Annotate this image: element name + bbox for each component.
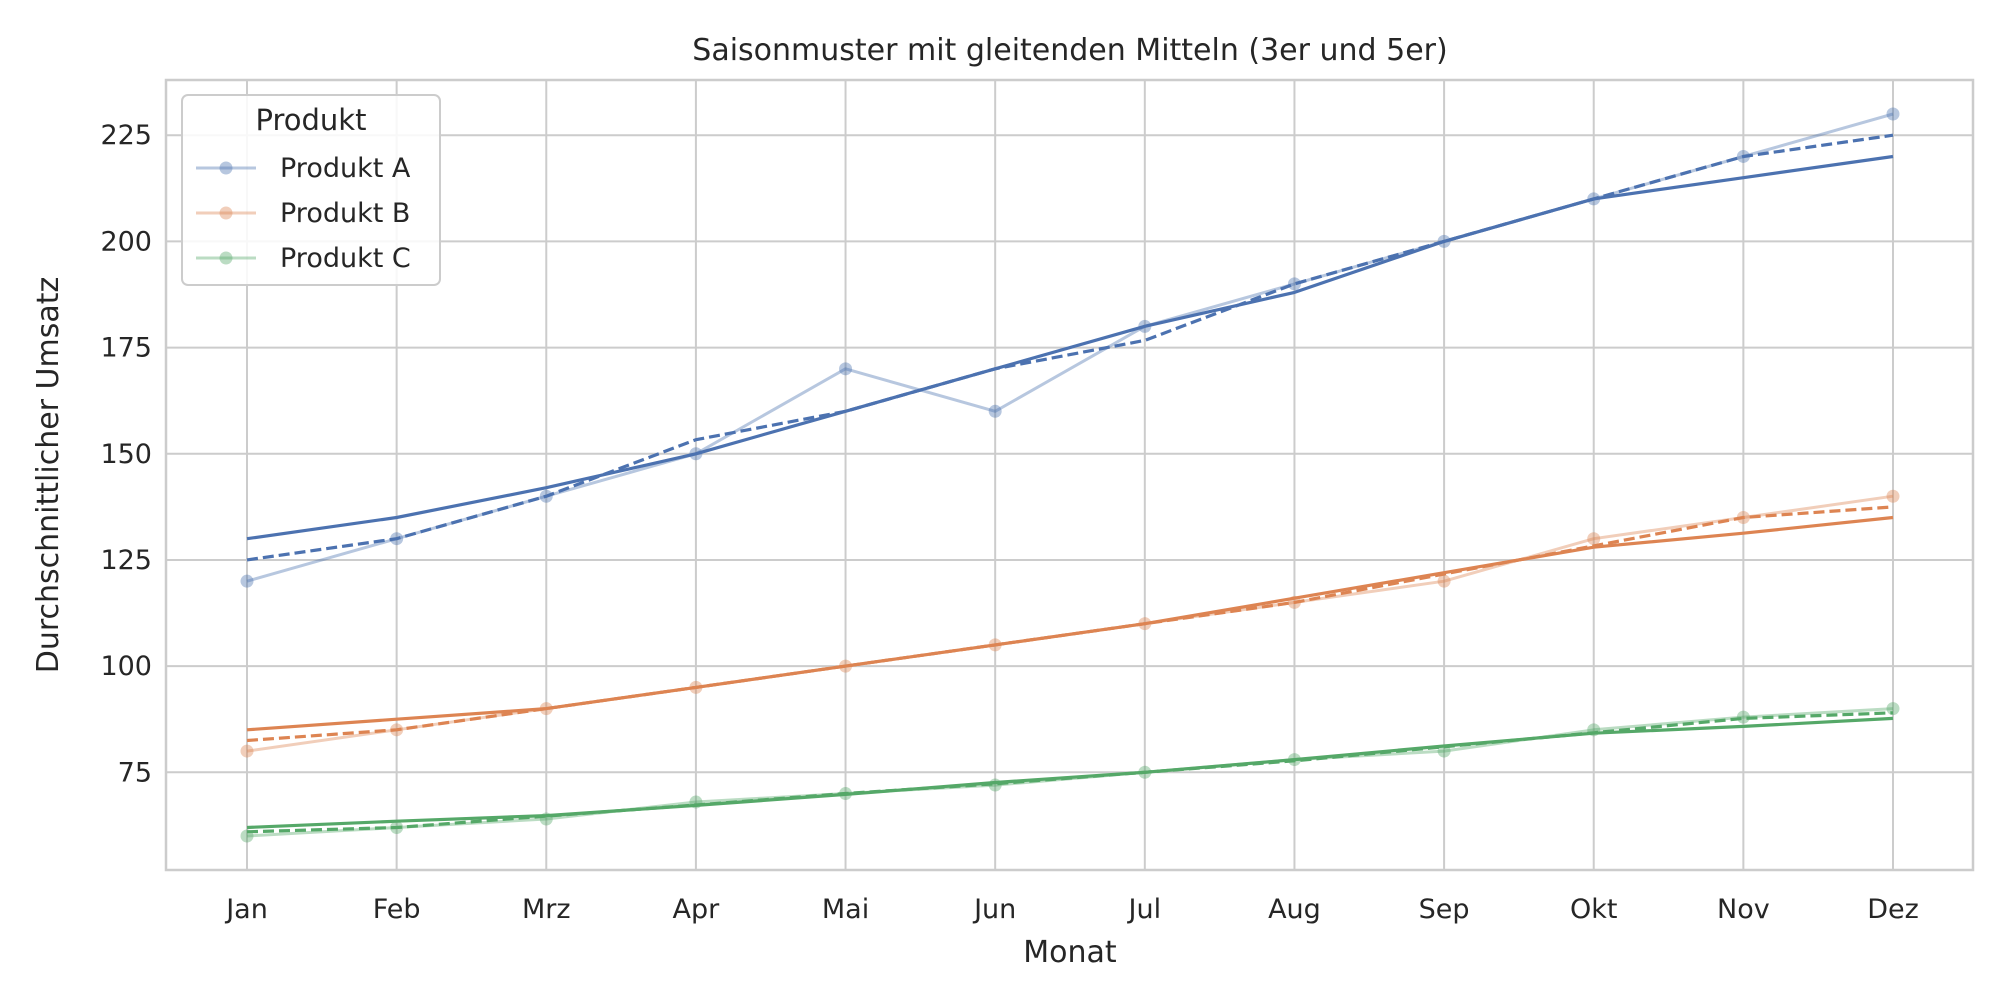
y-axis-label: Durchschnittlicher Umsatz [31,277,66,674]
legend-swatch-marker [219,206,233,220]
y-tick-label: 150 [100,439,152,470]
x-tick-label: Dez [1867,894,1919,925]
ma3-line-produkt-a [246,133,1894,562]
ma3-line-produkt-b [246,505,1894,743]
x-tick-label: Nov [1717,894,1770,925]
x-tick-label: Mrz [522,894,571,925]
ma5-line-produkt-c [246,716,1894,830]
legend-box [181,94,441,286]
y-tick-label: 175 [100,333,152,364]
y-tick-label: 200 [100,226,152,257]
y-tick-label: 125 [100,545,152,576]
plot-area [240,107,1900,843]
x-tick-label: Sep [1419,894,1470,925]
ma5-line-produkt-b [246,515,1894,732]
plot-frame [164,78,1975,872]
data-point-produkt-b [1437,574,1451,588]
x-tick-label: Aug [1268,894,1321,925]
data-point-produkt-a [988,404,1002,418]
data-point-produkt-c [1736,710,1750,724]
legend-label: Produkt B [280,198,410,229]
x-tick-label: Jun [972,894,1016,925]
legend: Produkt Produkt A Produkt B Produkt C [181,94,441,286]
ma5-line-produkt-a [246,154,1894,541]
legend-label: Produkt A [280,153,411,184]
data-point-produkt-b [240,744,254,758]
x-tick-label: Mai [822,894,869,925]
data-point-produkt-c [1886,702,1900,716]
x-axis-label: Monat [1023,935,1117,970]
legend-title: Produkt [256,103,367,137]
legend-swatch-marker [219,251,233,265]
chart-title: Saisonmuster mit gleitenden Mitteln (3er… [692,33,1447,68]
tick-labels: Jan Feb Mrz Apr Mai Jun Jul Aug Sep Okt Nov Dez 75 10… [100,120,1918,925]
x-tick-label: Jul [1127,894,1162,925]
x-tick-label: Jan [224,894,268,925]
x-tick-label: Okt [1570,894,1617,925]
y-tick-label: 225 [100,120,152,151]
y-tick-label: 100 [100,651,152,682]
data-point-produkt-b [1587,532,1601,546]
legend-label: Produkt C [280,243,411,274]
data-point-produkt-b [1886,489,1900,503]
x-tick-label: Feb [373,894,421,925]
x-tick-label: Apr [673,894,721,925]
data-point-produkt-a [1287,277,1301,291]
legend-swatch-marker [219,161,233,175]
y-tick-label: 75 [118,757,152,788]
data-point-produkt-a [240,574,254,588]
data-point-produkt-a [1886,107,1900,121]
data-point-produkt-a [839,362,853,376]
